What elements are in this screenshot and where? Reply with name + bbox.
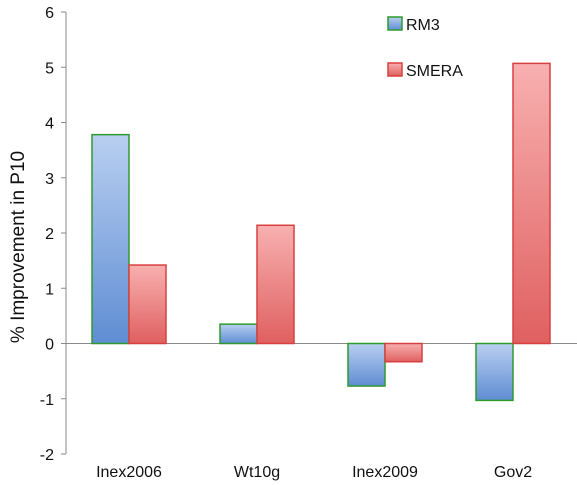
x-category-label: Inex2009 (352, 464, 418, 481)
bars (91, 62, 551, 402)
x-category-label: Inex2006 (96, 464, 162, 481)
y-tick-label: -1 (40, 392, 54, 409)
bar-smera-inex2009 (384, 342, 423, 363)
bar-smera-wt10g (256, 224, 295, 345)
y-tick-label: 1 (45, 281, 54, 298)
y-tick-label: 3 (45, 171, 54, 188)
y-tick-label: 5 (45, 60, 54, 77)
legend-label-smera: SMERA (406, 63, 463, 80)
bar-smera-inex2006 (128, 264, 167, 345)
legend: RM3 SMERA (387, 16, 463, 80)
bar-rm3-inex2006 (91, 133, 130, 345)
legend-swatch-rm3 (387, 16, 403, 31)
y-tick-label: 4 (45, 116, 54, 133)
legend-label-rm3: RM3 (406, 17, 440, 34)
bar-rm3-wt10g (219, 323, 258, 345)
y-tick-label: -2 (40, 447, 54, 464)
y-tick-label: 0 (45, 337, 54, 354)
bar-smera-gov2 (512, 62, 551, 345)
y-tick-label: 2 (45, 226, 54, 243)
y-tick-label: 6 (45, 5, 54, 22)
labels: -2 -1 0 1 2 3 4 5 6 Inex2006 Wt10g Inex2009 Gov2 (40, 5, 532, 481)
y-axis-title: % Improvement in P10 (8, 151, 29, 343)
bar-rm3-inex2009 (347, 342, 386, 387)
x-category-label: Gov2 (494, 464, 532, 481)
x-category-label: Wt10g (234, 464, 280, 481)
legend-swatch-smera (387, 62, 403, 77)
bar-rm3-gov2 (475, 342, 514, 402)
